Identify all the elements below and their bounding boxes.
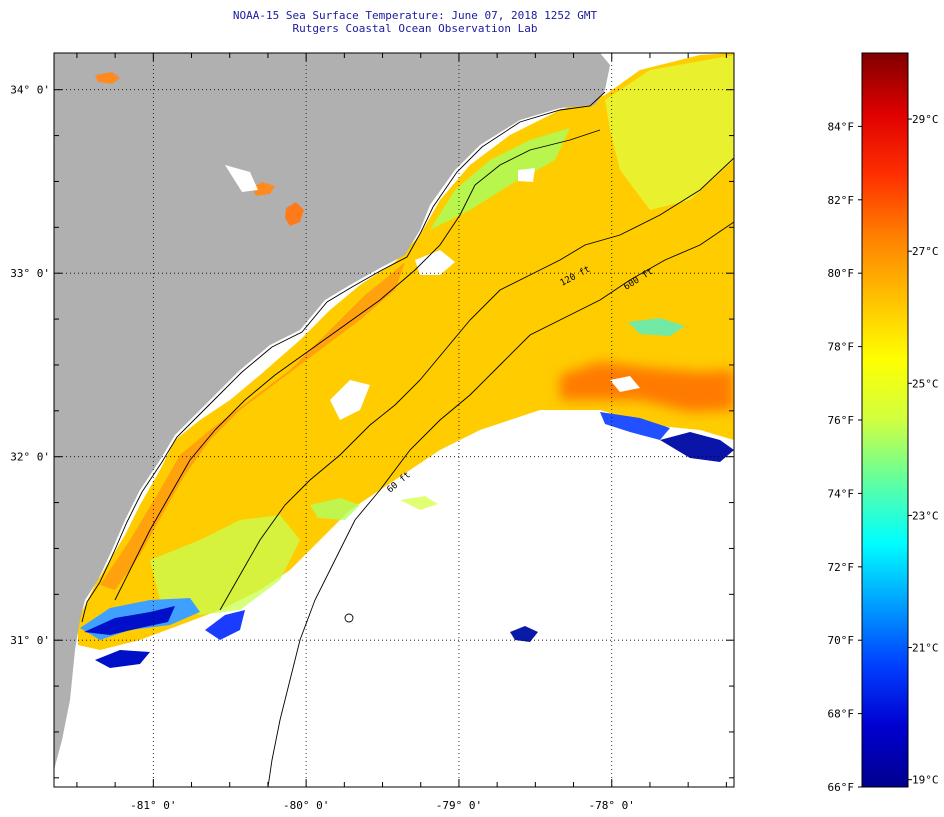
colorbar-f-label: 78°F bbox=[828, 341, 855, 354]
bathymetry-contours bbox=[81, 91, 734, 787]
map-title: NOAA-15 Sea Surface Temperature: June 07… bbox=[232, 9, 598, 22]
colorbar-c-label: 23°C bbox=[912, 509, 939, 522]
colorbar-f-label: 80°F bbox=[828, 267, 855, 280]
colorbar-ticks: 84°F 82°F 80°F 78°F 76°F 74°F 72°F 70°F 68°F 66°F… bbox=[828, 113, 939, 794]
lon-tick-label: -78° 0' bbox=[589, 799, 635, 812]
graticule bbox=[54, 53, 734, 787]
sst-gulfstream-orange bbox=[560, 362, 734, 412]
sst-cold-south bbox=[84, 606, 175, 635]
sst-cold-offshore-patch bbox=[510, 626, 538, 642]
colorbar-f-label: 82°F bbox=[828, 194, 855, 207]
lat-tick-label: 32° 0' bbox=[10, 451, 50, 464]
lat-tick-label: 34° 0' bbox=[10, 84, 50, 97]
sst-cold-south-2 bbox=[95, 650, 150, 668]
colorbar-f-label: 76°F bbox=[828, 414, 855, 427]
colorbar-f-label: 72°F bbox=[828, 561, 855, 574]
sst-greenish-band bbox=[605, 55, 734, 210]
cloud-gap bbox=[610, 376, 640, 392]
seamount-contour bbox=[344, 613, 354, 623]
lon-tick-label: -80° 0' bbox=[283, 799, 329, 812]
sst-south-yellow-green bbox=[150, 515, 300, 615]
colorbar-f-label: 68°F bbox=[828, 708, 855, 721]
colorbar-f-label: 84°F bbox=[828, 120, 855, 133]
colorbar-c-label: 19°C bbox=[912, 774, 939, 787]
sst-cold-east-2 bbox=[600, 412, 670, 440]
map-subtitle: Rutgers Coastal Ocean Observation Lab bbox=[292, 22, 538, 35]
sst-cold-south-3 bbox=[205, 610, 245, 640]
colorbar bbox=[862, 53, 908, 787]
colorbar-c-label: 21°C bbox=[912, 642, 939, 655]
lon-tick-label: -79° 0' bbox=[436, 799, 482, 812]
map-panel: 120 ft 600 ft 60 ft bbox=[54, 53, 734, 787]
lat-tick-label: 33° 0' bbox=[10, 267, 50, 280]
colorbar-f-label: 74°F bbox=[828, 487, 855, 500]
inland-lake-patch bbox=[285, 202, 304, 226]
axis-ticks bbox=[54, 53, 734, 787]
sst-field bbox=[78, 53, 734, 668]
coastline bbox=[81, 91, 606, 623]
lon-tick-label: -81° 0' bbox=[130, 799, 176, 812]
colorbar-c-label: 27°C bbox=[912, 245, 939, 258]
sst-nearshore-orange bbox=[100, 262, 405, 590]
land-mainland bbox=[54, 53, 610, 770]
contour-60ft bbox=[114, 129, 601, 601]
cloud-gap bbox=[518, 168, 535, 182]
colorbar-f-label: 66°F bbox=[828, 781, 855, 794]
latitude-labels: 34° 0' 33° 0' 32° 0' 31° 0' bbox=[10, 84, 50, 648]
inland-lake-patch bbox=[252, 182, 275, 196]
cloud-gap bbox=[415, 250, 455, 275]
inland-white-patch bbox=[225, 165, 258, 192]
sst-warm-shelf bbox=[78, 53, 734, 650]
sst-offshore-green-patch-2 bbox=[400, 496, 438, 510]
longitude-labels: -81° 0' -80° 0' -79° 0' -78° 0' bbox=[130, 799, 635, 812]
colorbar-f-label: 70°F bbox=[828, 634, 855, 647]
lat-tick-label: 31° 0' bbox=[10, 634, 50, 647]
inland-lake-patch bbox=[95, 72, 120, 84]
contour-120ft bbox=[219, 157, 734, 611]
contour-600ft bbox=[267, 221, 734, 787]
cloud-gap bbox=[330, 380, 370, 420]
colorbar-c-label: 29°C bbox=[912, 113, 939, 126]
map-frame bbox=[53, 52, 735, 788]
sst-offshore-green-patch bbox=[310, 498, 360, 520]
sst-cold-east bbox=[660, 432, 734, 462]
sst-cyan-patch bbox=[628, 318, 685, 336]
colorbar-c-label: 25°C bbox=[912, 377, 939, 390]
